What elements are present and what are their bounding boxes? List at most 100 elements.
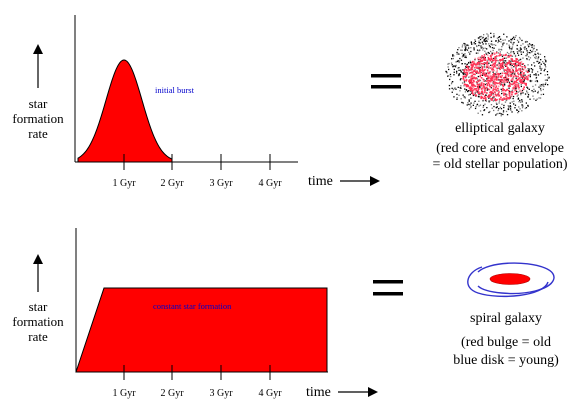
elliptical-speckle xyxy=(485,53,488,55)
elliptical-core-speckle xyxy=(491,58,493,61)
elliptical-core-speckle xyxy=(483,95,486,98)
bottom-tick-label-1: 1 Gyr xyxy=(112,388,136,399)
elliptical-speckle xyxy=(525,55,527,57)
elliptical-core-speckle xyxy=(518,86,520,89)
elliptical-speckle xyxy=(479,63,481,65)
elliptical-speckle xyxy=(506,36,508,38)
elliptical-core-speckle xyxy=(495,59,498,62)
elliptical-core-speckle xyxy=(471,66,473,68)
elliptical-speckle xyxy=(467,45,470,47)
elliptical-core-speckle xyxy=(499,59,501,61)
elliptical-speckle xyxy=(481,37,483,39)
elliptical-speckle xyxy=(540,93,542,96)
elliptical-speckle xyxy=(460,71,462,73)
elliptical-speckle xyxy=(453,96,455,98)
elliptical-core-speckle xyxy=(504,72,506,74)
elliptical-speckle xyxy=(497,109,499,112)
elliptical-speckle xyxy=(536,80,539,83)
elliptical-speckle xyxy=(517,64,520,67)
elliptical-core-speckle xyxy=(490,80,493,82)
elliptical-speckle xyxy=(512,95,515,98)
elliptical-speckle xyxy=(528,70,530,73)
elliptical-core-speckle xyxy=(515,61,517,63)
elliptical-speckle xyxy=(463,54,465,56)
elliptical-speckle xyxy=(511,48,513,50)
elliptical-speckle xyxy=(483,34,485,36)
elliptical-core-speckle xyxy=(486,54,489,57)
elliptical-core-speckle xyxy=(483,54,486,56)
elliptical-speckle xyxy=(534,84,537,86)
elliptical-core-speckle xyxy=(494,57,496,59)
elliptical-speckle xyxy=(466,104,468,106)
elliptical-core-speckle xyxy=(515,58,517,60)
elliptical-speckle xyxy=(510,80,513,82)
elliptical-core-speckle xyxy=(521,80,523,83)
elliptical-core-speckle xyxy=(523,72,525,74)
elliptical-speckle xyxy=(508,53,510,55)
elliptical-core-speckle xyxy=(475,81,478,83)
elliptical-speckle xyxy=(453,88,455,90)
elliptical-core-speckle xyxy=(483,74,486,76)
elliptical-speckle xyxy=(517,52,519,54)
elliptical-speckle xyxy=(471,43,473,45)
elliptical-speckle xyxy=(478,100,480,102)
elliptical-speckle xyxy=(491,52,493,54)
elliptical-speckle xyxy=(543,83,545,86)
elliptical-speckle xyxy=(535,74,537,76)
elliptical-speckle xyxy=(490,32,492,34)
elliptical-speckle xyxy=(494,73,496,75)
elliptical-core-speckle xyxy=(492,85,495,88)
elliptical-speckle xyxy=(468,99,470,101)
elliptical-speckle xyxy=(508,46,511,48)
elliptical-speckle xyxy=(463,81,466,83)
elliptical-speckle xyxy=(486,33,488,35)
elliptical-core-speckle xyxy=(494,61,497,63)
elliptical-speckle xyxy=(529,79,532,82)
elliptical-speckle xyxy=(526,58,528,60)
elliptical-speckle xyxy=(502,39,504,41)
elliptical-speckle xyxy=(504,39,506,41)
elliptical-core-speckle xyxy=(474,91,477,93)
elliptical-speckle xyxy=(508,106,510,108)
elliptical-speckle xyxy=(510,63,512,65)
elliptical-speckle xyxy=(452,66,454,68)
elliptical-speckle xyxy=(464,67,466,70)
elliptical-speckle xyxy=(512,36,515,38)
elliptical-core-speckle xyxy=(510,75,512,78)
elliptical-core-speckle xyxy=(498,98,501,100)
elliptical-core-speckle xyxy=(482,85,484,87)
elliptical-core-speckle xyxy=(502,89,504,92)
elliptical-speckle xyxy=(503,104,505,107)
elliptical-speckle xyxy=(460,49,462,51)
elliptical-speckle xyxy=(538,86,540,88)
elliptical-speckle xyxy=(506,114,509,116)
elliptical-speckle xyxy=(520,92,522,94)
elliptical-speckle xyxy=(485,100,487,102)
elliptical-core-speckle xyxy=(502,83,504,86)
elliptical-core-speckle xyxy=(519,69,522,72)
elliptical-speckle xyxy=(469,104,471,106)
elliptical-speckle xyxy=(525,107,528,109)
elliptical-speckle xyxy=(463,42,465,45)
elliptical-speckle xyxy=(529,80,531,82)
elliptical-core-speckle xyxy=(487,88,490,91)
elliptical-speckle xyxy=(536,98,538,100)
elliptical-speckle xyxy=(473,94,475,96)
elliptical-core-speckle xyxy=(484,91,486,94)
elliptical-speckle xyxy=(496,93,499,96)
elliptical-speckle xyxy=(500,113,502,115)
elliptical-speckle xyxy=(462,73,465,75)
elliptical-speckle xyxy=(470,41,472,43)
elliptical-core-speckle xyxy=(478,56,480,59)
elliptical-core-speckle xyxy=(488,84,490,87)
elliptical-speckle xyxy=(488,45,491,47)
elliptical-speckle xyxy=(531,44,533,46)
elliptical-core-speckle xyxy=(521,66,523,68)
elliptical-speckle xyxy=(510,109,512,111)
elliptical-speckle xyxy=(527,94,530,96)
elliptical-speckle xyxy=(514,107,516,109)
elliptical-speckle xyxy=(474,40,477,42)
elliptical-speckle xyxy=(456,53,458,55)
elliptical-speckle xyxy=(478,85,481,87)
elliptical-core-speckle xyxy=(480,88,483,90)
